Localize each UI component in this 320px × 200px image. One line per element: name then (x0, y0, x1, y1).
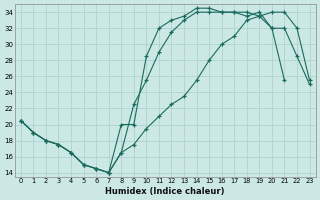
X-axis label: Humidex (Indice chaleur): Humidex (Indice chaleur) (106, 187, 225, 196)
